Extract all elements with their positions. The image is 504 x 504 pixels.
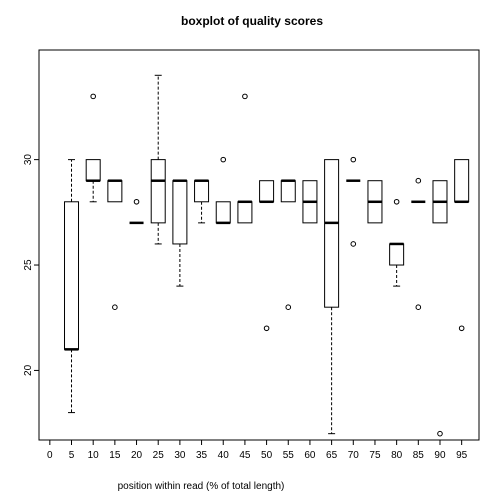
y-tick-label: 20 — [23, 364, 34, 376]
box-95 — [454, 159, 470, 332]
y-tick-label: 25 — [23, 259, 34, 271]
x-tick-label: 20 — [131, 450, 143, 461]
box-body — [259, 180, 275, 203]
box-60 — [302, 180, 318, 224]
box-30 — [172, 179, 188, 287]
outlier-point — [393, 198, 400, 205]
box-body — [454, 159, 470, 203]
x-tick-label: 40 — [218, 450, 230, 461]
box-15 — [107, 179, 123, 310]
x-tick-label: 55 — [283, 450, 295, 461]
x-tick-label: 90 — [434, 450, 446, 461]
box-90 — [432, 180, 448, 437]
x-tick-label: 0 — [47, 450, 53, 461]
chart-title: boxplot of quality scores — [180, 14, 324, 28]
box-20 — [129, 198, 144, 225]
outlier-point — [458, 325, 465, 332]
box-body — [237, 201, 253, 224]
x-tick-label: 95 — [456, 450, 468, 461]
x-tick-label: 10 — [88, 450, 100, 461]
y-axis: 20 25 30 — [23, 154, 39, 376]
x-axis-label: position within read (% of total length) — [118, 481, 285, 492]
box-body — [172, 180, 188, 245]
box-50 — [259, 180, 275, 332]
box-body — [324, 159, 340, 308]
outlier-point — [263, 325, 270, 332]
box-body — [85, 159, 101, 182]
x-tick-label: 35 — [196, 450, 208, 461]
x-tick-label: 30 — [174, 450, 186, 461]
outlier-point — [350, 156, 357, 163]
box-75 — [367, 180, 383, 224]
y-tick-label: 30 — [23, 154, 34, 166]
x-tick-label: 25 — [153, 450, 165, 461]
box-body — [194, 180, 210, 203]
outlier-point — [220, 156, 227, 163]
box-85 — [411, 177, 426, 310]
box-65 — [324, 159, 340, 435]
x-tick-label: 65 — [326, 450, 338, 461]
outlier-point — [350, 241, 357, 247]
box-40 — [215, 156, 231, 225]
box-45 — [237, 93, 253, 224]
outlier-point — [112, 304, 118, 310]
box-70 — [346, 156, 361, 247]
box-body — [150, 159, 166, 224]
outlier-point — [133, 198, 140, 205]
outlier-point — [285, 304, 292, 310]
outlier-point — [437, 430, 443, 437]
box-body — [215, 201, 231, 224]
x-tick-label: 80 — [391, 450, 403, 461]
box-5 — [64, 159, 80, 414]
chart-marks — [64, 74, 470, 437]
outlier-point — [242, 93, 248, 100]
x-tick-label: 45 — [239, 450, 251, 461]
box-55 — [280, 179, 296, 310]
x-axis: 0 5 10 15 20 25 30 35 40 45 50 55 60 65 70 75 80 85 90 95 — [47, 440, 468, 461]
x-tick-label: 70 — [348, 450, 360, 461]
box-body — [389, 243, 405, 266]
box-25 — [150, 74, 166, 245]
x-tick-label: 5 — [69, 450, 75, 461]
x-tick-label: 75 — [369, 450, 381, 461]
box-body — [64, 201, 80, 350]
box-80 — [389, 198, 405, 287]
box-body — [280, 180, 296, 203]
outlier-point — [415, 177, 422, 184]
outlier-point — [415, 304, 422, 310]
plot-frame — [38, 49, 480, 441]
x-tick-label: 50 — [261, 450, 273, 461]
box-body — [107, 180, 123, 203]
x-tick-label: 60 — [304, 450, 316, 461]
outlier-point — [90, 93, 96, 100]
box-35 — [194, 179, 210, 224]
x-tick-label: 15 — [109, 450, 121, 461]
box-10 — [85, 93, 101, 203]
x-tick-label: 85 — [413, 450, 425, 461]
